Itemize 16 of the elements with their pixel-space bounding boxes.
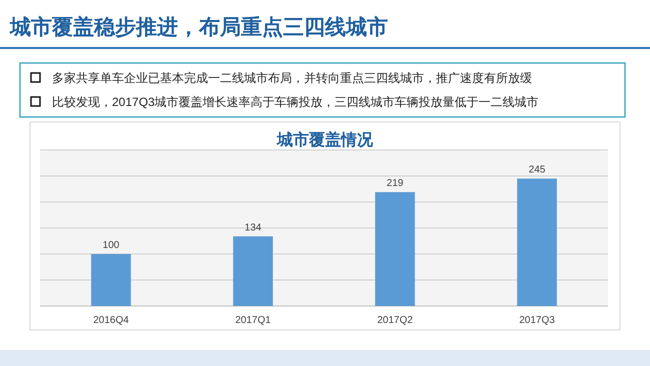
bar — [375, 192, 415, 306]
data-label: 245 — [528, 164, 546, 176]
text: 比较发现，2017Q3城市覆盖增长速率高于车辆投放，三四线城市车辆投放量低于一二线城市 — [52, 95, 539, 109]
bar — [517, 178, 557, 306]
bar — [233, 236, 273, 306]
data-label: 219 — [386, 178, 404, 190]
data-label: 100 — [102, 240, 120, 251]
x-tick-label: 2017Q3 — [519, 315, 556, 326]
x-tick-label: 2017Q1 — [235, 315, 272, 326]
chart-title: 城市覆盖稳步推进，布局重点三四线城市 — [9, 15, 388, 39]
bar — [91, 254, 131, 306]
x-tick-label: 2017Q2 — [377, 315, 414, 326]
x-tick-label: 2016Q4 — [93, 315, 130, 326]
chart-subtitle: 城市覆盖情况 — [276, 130, 374, 149]
data-label: 134 — [244, 222, 262, 234]
text: 多家共享单车企业已基本完成一二线城市布局，并转向重点三四线城市，推广速度有所放缓 — [52, 71, 532, 85]
